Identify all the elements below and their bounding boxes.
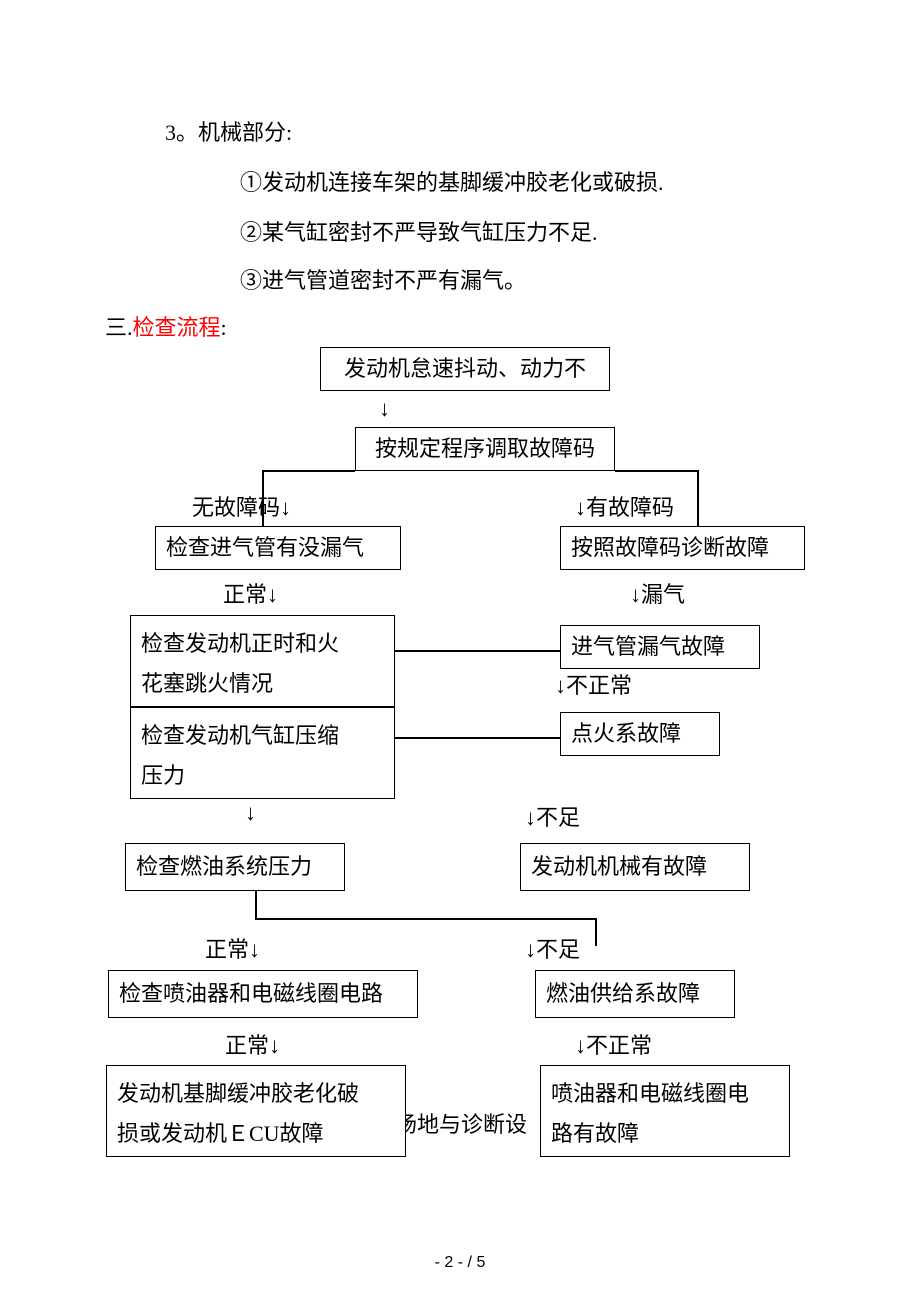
flow-node-fuel-supply-fault: 燃油供给系故障 xyxy=(535,970,735,1018)
connector-h xyxy=(395,650,560,652)
node-text-l2: 损或发动机ＥCU故障 xyxy=(117,1114,324,1154)
document-page: 3。机械部分: ①发动机连接车架的基脚缓冲胶老化或破损. ②某气缸密封不严导致气… xyxy=(0,0,920,1302)
intro-line-1: 3。机械部分: xyxy=(165,115,292,147)
label-normal-1: 正常↓ xyxy=(223,577,278,609)
flow-node-check-intake: 检查进气管有没漏气 xyxy=(155,526,401,570)
node-text: 发动机机械有故障 xyxy=(531,847,707,887)
node-text-l1: 发动机基脚缓冲胶老化破 xyxy=(117,1074,359,1114)
node-text: 按照故障码诊断故障 xyxy=(571,528,769,568)
section-heading: 三.检查流程: xyxy=(105,310,227,342)
flow-node-check-fuel-pressure: 检查燃油系统压力 xyxy=(125,843,345,891)
flow-node-injector-circuit-fault: 喷油器和电磁线圈电 路有故障 xyxy=(540,1065,790,1157)
obscured-text: 场地与诊断设 xyxy=(395,1107,527,1139)
label-normal-2: 正常↓ xyxy=(205,932,260,964)
node-text: 检查燃油系统压力 xyxy=(136,847,312,887)
node-text: 燃油供给系故障 xyxy=(546,974,700,1014)
connector-v xyxy=(595,918,597,946)
flow-node-diagnose-by-code: 按照故障码诊断故障 xyxy=(560,526,805,570)
flow-node-read-code: 按规定程序调取故障码 xyxy=(355,427,615,471)
label-no-code: 无故障码↓ xyxy=(192,490,291,522)
flow-node-start: 发动机怠速抖动、动力不 xyxy=(320,347,610,391)
flow-node-check-injector: 检查喷油器和电磁线圈电路 xyxy=(108,970,418,1018)
section-red: 检查流程 xyxy=(133,315,221,340)
label-insufficient-2: ↓不足 xyxy=(525,932,580,964)
node-text: 按规定程序调取故障码 xyxy=(375,429,595,469)
node-text-l2: 路有故障 xyxy=(551,1114,639,1154)
connector-h xyxy=(615,470,698,472)
label-abnormal-1: ↓不正常 xyxy=(555,668,632,700)
node-text: 进气管漏气故障 xyxy=(571,627,725,667)
node-text: 点火系故障 xyxy=(571,714,681,754)
flow-node-engine-mount-ecu: 发动机基脚缓冲胶老化破 损或发动机ＥCU故障 xyxy=(106,1065,406,1157)
node-text-l1: 检查发动机正时和火 xyxy=(141,624,339,664)
arrow-down-1: ↓ xyxy=(379,396,390,422)
node-text: 检查进气管有没漏气 xyxy=(166,528,364,568)
node-text-l1: 喷油器和电磁线圈电 xyxy=(551,1074,749,1114)
connector-v xyxy=(697,470,699,526)
label-leak: ↓漏气 xyxy=(630,577,685,609)
flow-node-intake-leak-fault: 进气管漏气故障 xyxy=(560,625,760,669)
section-suffix: : xyxy=(221,315,227,340)
node-text: 发动机怠速抖动、动力不 xyxy=(344,349,586,389)
label-has-code: ↓有故障码 xyxy=(575,490,674,522)
node-text-l1: 检查发动机气缸压缩 xyxy=(141,716,339,756)
flow-node-mechanical-fault: 发动机机械有故障 xyxy=(520,843,750,891)
label-normal-3: 正常↓ xyxy=(225,1028,280,1060)
intro-line-4: ③进气管道密封不严有漏气。 xyxy=(240,263,526,295)
flow-node-check-compression: 检查发动机气缸压缩 压力 xyxy=(130,707,395,799)
page-footer: - 2 - / 5 xyxy=(0,1254,920,1272)
intro-line-3: ②某气缸密封不严导致气缸压力不足. xyxy=(240,215,598,247)
node-text-l2: 压力 xyxy=(141,756,185,796)
flow-node-ignition-fault: 点火系故障 xyxy=(560,712,720,756)
connector-h xyxy=(395,737,560,739)
node-text: 检查喷油器和电磁线圈电路 xyxy=(119,974,383,1014)
node-text-l2: 花塞跳火情况 xyxy=(141,664,273,704)
connector-h xyxy=(262,470,355,472)
flow-node-check-timing: 检查发动机正时和火 花塞跳火情况 xyxy=(130,615,395,707)
label-insufficient-1: ↓不足 xyxy=(525,800,580,832)
section-prefix: 三. xyxy=(105,315,133,340)
connector-h xyxy=(255,918,595,920)
intro-line-2: ①发动机连接车架的基脚缓冲胶老化或破损. xyxy=(240,165,664,197)
connector-v xyxy=(255,891,257,919)
label-abnormal-2: ↓不正常 xyxy=(575,1028,652,1060)
label-normal-partial: ↓ xyxy=(245,800,256,826)
